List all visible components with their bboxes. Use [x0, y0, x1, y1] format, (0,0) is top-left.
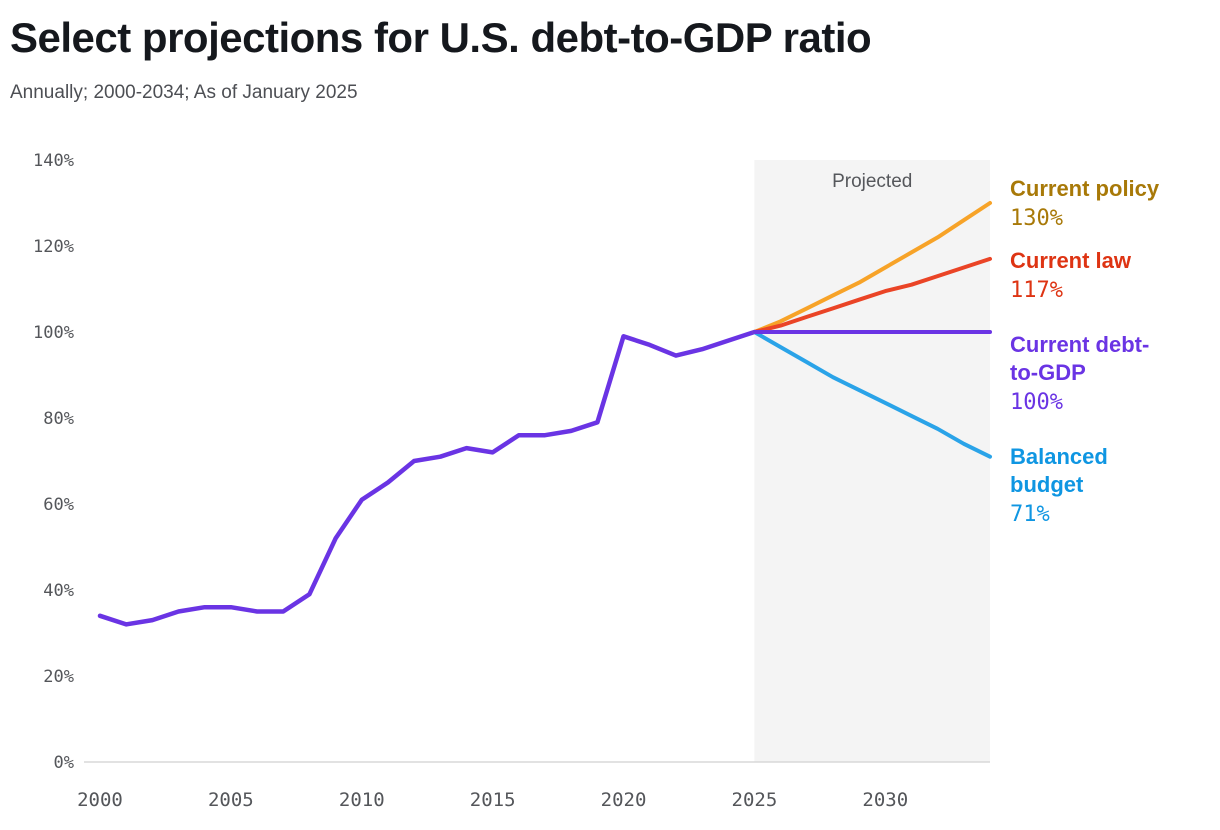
chart-subtitle: Annually; 2000-2034; As of January 2025: [10, 82, 358, 104]
y-tick-label: 100%: [33, 323, 74, 343]
series-line-current-policy: [752, 201, 992, 334]
chart-header: Select projections for U.S. debt-to-GDP …: [10, 14, 1210, 104]
chart-title: Select projections for U.S. debt-to-GDP …: [10, 14, 872, 61]
series-line-balanced-budget: [752, 330, 992, 459]
y-tick-label: 60%: [43, 495, 74, 515]
y-tick-label: 40%: [43, 581, 74, 601]
legend-value: 130%: [1010, 206, 1063, 232]
legend-value: 71%: [1010, 502, 1050, 528]
legend-value: 117%: [1010, 278, 1063, 304]
series-line-current-law: [752, 256, 992, 334]
x-tick-label: 2020: [601, 789, 647, 811]
x-tick-label: 2010: [339, 789, 385, 811]
projected-region: [754, 160, 990, 762]
legend-item-current-debt-to-gdp: Current debt-to-GDP 100%: [1010, 331, 1172, 415]
y-tick-label: 120%: [33, 237, 74, 257]
x-tick-label: 2030: [862, 789, 908, 811]
legend-label: Current law: [1010, 248, 1132, 273]
y-tick-label: 80%: [43, 409, 74, 429]
projected-label: Projected: [832, 171, 912, 192]
y-tick-label: 140%: [33, 151, 74, 171]
x-tick-label: 2015: [470, 789, 516, 811]
x-tick-label: 2000: [77, 789, 123, 811]
legend-label: Current policy: [1010, 176, 1160, 201]
y-tick-label: 20%: [43, 667, 74, 687]
legend-item-balanced-budget: Balanced budget 71%: [1010, 443, 1172, 527]
legend-label: Current debt-to-GDP: [1010, 332, 1150, 386]
legend: Current policy 130% Current law 117% Cur…: [1010, 0, 1215, 830]
legend-item-current-policy: Current policy 130%: [1010, 175, 1172, 231]
x-tick-label: 2025: [732, 789, 778, 811]
legend-label: Balanced budget: [1010, 444, 1108, 498]
y-tick-label: 0%: [54, 753, 74, 773]
legend-value: 100%: [1010, 390, 1063, 416]
legend-item-current-law: Current law 117%: [1010, 247, 1172, 303]
historical-line: [97, 329, 757, 627]
x-tick-label: 2005: [208, 789, 254, 811]
